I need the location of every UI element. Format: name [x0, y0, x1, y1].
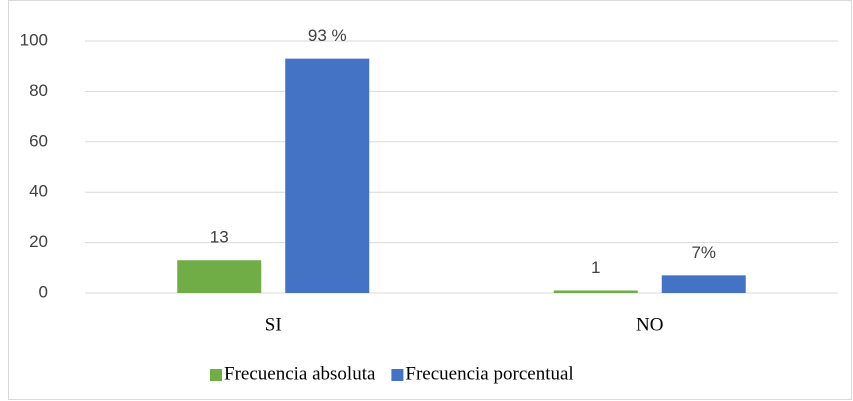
- y-tick-label: 40: [29, 182, 48, 201]
- x-tick-label: NO: [636, 314, 663, 335]
- chart-border: [8, 0, 852, 400]
- bar: [177, 260, 262, 293]
- x-tick-label: SI: [265, 314, 282, 335]
- data-label: 93 %: [308, 26, 347, 45]
- data-label: 1: [591, 258, 600, 277]
- y-tick-label: 100: [20, 30, 48, 49]
- y-tick-label: 60: [29, 131, 48, 150]
- legend-swatch: [391, 369, 404, 381]
- data-label: 7%: [691, 243, 716, 262]
- bar: [553, 290, 638, 293]
- bar: [285, 58, 370, 293]
- y-tick-label: 0: [39, 282, 48, 301]
- data-label: 13: [210, 228, 229, 247]
- legend-swatch: [210, 369, 222, 381]
- y-tick-label: 20: [29, 232, 48, 251]
- bar: [661, 275, 746, 293]
- legend-label: Frecuencia porcentual: [405, 363, 573, 384]
- y-tick-label: 80: [29, 81, 48, 100]
- legend-label: Frecuencia absoluta: [224, 363, 376, 384]
